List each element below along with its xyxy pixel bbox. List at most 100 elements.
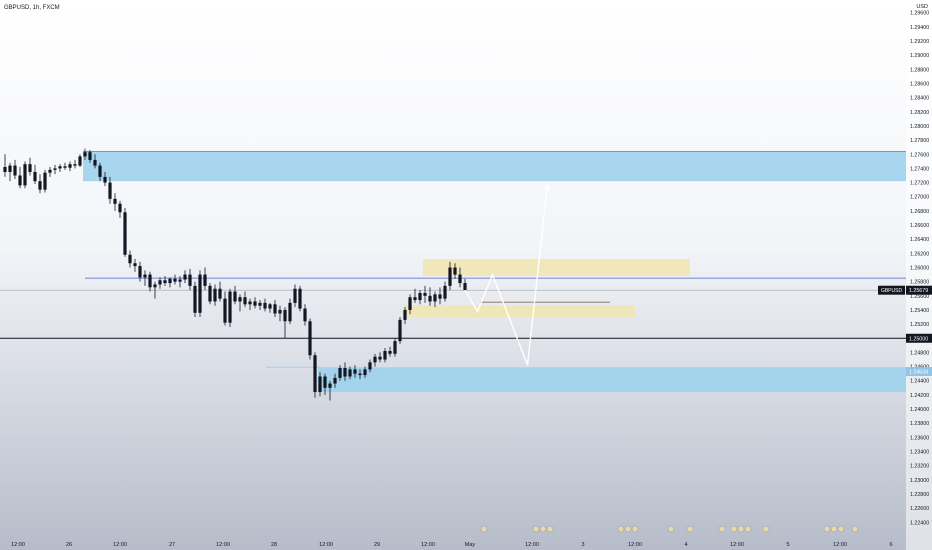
price-tick: 1.27400 (910, 166, 929, 172)
price-tick: 1.24200 (910, 393, 929, 399)
candle-body (113, 198, 117, 204)
candle (108, 176, 112, 204)
candle (283, 307, 287, 339)
time-tick: 12:00 (421, 542, 435, 548)
candle (303, 304, 307, 326)
level-price-value: 1.25000 (909, 336, 928, 342)
candle (58, 164, 62, 172)
candle-body (358, 373, 362, 376)
price-tick: 1.25800 (910, 280, 929, 286)
candle-body (28, 164, 32, 172)
price-tick: 1.29400 (910, 25, 929, 31)
time-tick: 27 (169, 542, 175, 548)
candle-body (163, 280, 167, 284)
candle (293, 284, 297, 308)
candle-body (278, 309, 282, 314)
candle (368, 359, 372, 373)
candle (348, 366, 352, 380)
price-tick: 1.24800 (910, 350, 929, 356)
candle-body (448, 267, 452, 286)
price-tick: 1.29200 (910, 39, 929, 45)
candle-body (188, 274, 192, 286)
price-tick: 1.27200 (910, 181, 929, 187)
candle-body (73, 164, 77, 166)
price-tick: 1.22800 (910, 492, 929, 498)
candle (388, 346, 392, 357)
event-icon (667, 525, 675, 533)
candle (33, 164, 37, 184)
event-icon (762, 525, 770, 533)
candle (258, 300, 262, 310)
candle-body (193, 285, 197, 313)
candle-body (3, 167, 7, 172)
time-tick: 12:00 (113, 542, 127, 548)
blue-zone-0 (83, 151, 906, 182)
candle (123, 208, 127, 257)
candle-body (368, 362, 372, 370)
candle (248, 298, 252, 310)
candle-body (13, 165, 17, 176)
candle (163, 275, 167, 286)
price-tick: 1.29000 (910, 53, 929, 59)
candle-body (258, 302, 262, 306)
candle-body (363, 369, 367, 376)
event-icon (823, 525, 831, 533)
price-tick: 1.23000 (910, 478, 929, 484)
candle-body (58, 166, 62, 169)
candle-body (373, 356, 377, 363)
candle (158, 277, 162, 289)
candle-body (423, 292, 427, 296)
candle-body (178, 279, 182, 282)
candle (43, 169, 47, 193)
candle (8, 162, 12, 182)
candle (373, 353, 377, 367)
price-tick: 1.24000 (910, 407, 929, 413)
candle-body (318, 376, 322, 393)
candle-body (233, 291, 237, 302)
candle (13, 159, 17, 180)
candle-body (393, 341, 397, 354)
candle-body (23, 164, 27, 186)
candle-body (153, 284, 157, 288)
candle-body (203, 274, 207, 286)
candle (98, 162, 102, 182)
event-icon (480, 525, 488, 533)
price-tick: 1.22600 (910, 506, 929, 512)
candle (203, 267, 207, 291)
candle-body (53, 168, 57, 170)
price-tick: 1.28200 (910, 110, 929, 116)
candle-body (143, 274, 147, 278)
price-axis-bg (906, 0, 932, 550)
time-tick: 28 (271, 542, 277, 548)
candle (288, 298, 292, 325)
candle (438, 287, 442, 305)
symbol-label: GBPUSD (881, 288, 903, 294)
candle (168, 277, 172, 288)
candle-body (253, 301, 257, 306)
candle (228, 288, 232, 327)
candle (413, 288, 417, 303)
time-tick: 4 (684, 542, 687, 548)
candle-body (308, 321, 312, 356)
candle-body (273, 304, 277, 314)
time-tick: May (465, 542, 476, 548)
candle-body (328, 383, 332, 388)
price-tick: 1.23200 (910, 464, 929, 470)
candle (433, 291, 437, 308)
candle-body (118, 203, 122, 213)
candle (448, 261, 452, 291)
price-tick: 1.26800 (910, 209, 929, 215)
price-tick: 1.28800 (910, 67, 929, 73)
candle-body (158, 280, 162, 285)
candle (393, 338, 397, 357)
time-axis[interactable]: 12:00 26 12:00 27 12:00 28 12:00 29 12:00 May 12:0… (11, 542, 892, 548)
candle-body (433, 294, 437, 302)
event-icon (539, 525, 547, 533)
candle-body (128, 254, 132, 264)
candle (28, 157, 32, 176)
candle-body (443, 285, 447, 299)
candle-body (103, 176, 107, 183)
